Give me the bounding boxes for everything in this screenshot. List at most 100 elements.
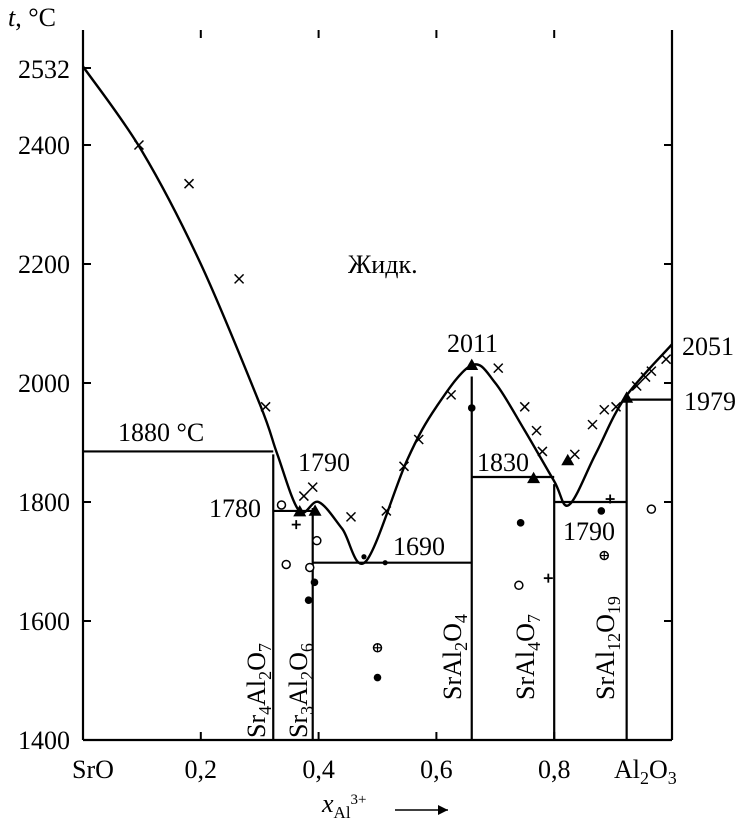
- y-tick-label: 2400: [18, 131, 70, 160]
- marker-cross-b: [298, 491, 309, 502]
- marker-cross-b: [183, 178, 195, 189]
- plot-frame: [81, 30, 674, 742]
- text-labels: 1400 1600 1800 2000 2200 2400 2532 t, °C SrO 0,2 0…: [8, 3, 736, 822]
- marker-dot: [467, 404, 476, 412]
- marker-circle: [276, 500, 287, 510]
- marker-cross: [587, 419, 598, 430]
- marker-cross: [133, 139, 144, 151]
- marker-small-dot: [382, 560, 388, 566]
- temperature-label: 1780: [209, 494, 261, 523]
- marker-cross: [446, 389, 457, 400]
- marker-cross-b: [446, 389, 457, 400]
- marker-triangle: [465, 358, 479, 371]
- marker-cross: [531, 425, 542, 436]
- marker-cross-b: [611, 401, 622, 412]
- x-tick-label-sro: SrO: [72, 755, 114, 784]
- temperature-label: 1790: [298, 448, 350, 477]
- compound-label: Sr3Al2O6: [284, 643, 317, 738]
- marker-cross: [413, 434, 424, 445]
- data-markers: [133, 139, 672, 682]
- marker-cross: [183, 178, 195, 189]
- marker-cross: [519, 401, 530, 412]
- marker-circle: [281, 559, 291, 570]
- marker-cross: [307, 482, 318, 493]
- marker-cross-b: [413, 434, 424, 445]
- marker-triangle: [293, 505, 307, 517]
- marker-cross-b: [646, 366, 657, 377]
- marker-cross-b: [661, 354, 672, 365]
- marker-dot: [373, 673, 382, 682]
- marker-triangle: [527, 471, 541, 484]
- marker-cross: [298, 491, 309, 502]
- marker-dot: [310, 578, 319, 587]
- marker-cross: [345, 511, 357, 522]
- y-tick-label-2532: 2532: [18, 55, 70, 84]
- marker-cross-b: [381, 505, 392, 516]
- liquidus-curve-group: [82, 65, 673, 565]
- marker-circle: [312, 535, 322, 546]
- temperature-label: 1830: [477, 448, 529, 477]
- marker-cross-b: [631, 380, 642, 392]
- temperature-label: 1880 °C: [118, 418, 204, 447]
- marker-cross: [569, 449, 580, 460]
- compound-label: Sr4Al2O7: [242, 643, 275, 738]
- marker-triangle: [308, 504, 322, 516]
- temperature-label: 2051: [682, 332, 734, 361]
- marker-cross-b: [599, 404, 610, 415]
- marker-dot: [304, 596, 313, 604]
- marker-cross: [381, 505, 392, 516]
- temperature-label: 2011: [447, 329, 498, 358]
- marker-cross-b: [493, 363, 504, 374]
- temperature-label: 1790: [563, 517, 615, 546]
- x-tick-label: 0,4: [302, 755, 335, 784]
- compound-label: SrAl4O7: [511, 614, 544, 700]
- marker-cross-b: [537, 446, 548, 457]
- marker-plus: [291, 520, 301, 530]
- x-tick-label: 0,6: [420, 755, 453, 784]
- marker-cross: [260, 401, 271, 412]
- marker-cross: [611, 401, 622, 412]
- marker-circle: [646, 504, 657, 514]
- marker-circle-plus: [372, 643, 383, 653]
- x-tick-label: 0,8: [538, 755, 571, 784]
- y-tick-label: 2200: [18, 250, 70, 279]
- marker-cross-b: [345, 511, 357, 522]
- x-axis-arrow-head: [438, 805, 448, 815]
- marker-cross-b: [587, 419, 598, 430]
- marker-cross: [234, 273, 245, 284]
- axis-ticks: [83, 30, 672, 741]
- marker-cross-b: [260, 401, 271, 412]
- region-label-liquid: Жидк.: [348, 250, 418, 279]
- marker-circle-plus: [599, 550, 610, 561]
- marker-triangle: [620, 391, 634, 403]
- temperature-label: 1690: [393, 532, 445, 561]
- liquidus-curve: [82, 65, 673, 565]
- y-tick-label: 1600: [18, 607, 70, 636]
- x-axis-title: xAl3+: [321, 789, 367, 822]
- compound-label: SrAl12O19: [591, 596, 624, 700]
- phase-lines: [83, 376, 672, 740]
- marker-cross-b: [519, 401, 530, 412]
- marker-cross-b: [569, 449, 580, 460]
- marker-cross: [646, 366, 657, 377]
- marker-cross-b: [398, 461, 410, 472]
- marker-cross: [493, 363, 504, 374]
- y-axis-title: t, °C: [8, 3, 56, 32]
- marker-cross: [599, 404, 610, 415]
- marker-triangle: [561, 453, 575, 466]
- marker-cross-b: [133, 139, 144, 151]
- marker-plus: [605, 494, 615, 504]
- marker-small-dot: [361, 554, 367, 560]
- marker-cross: [661, 354, 672, 365]
- y-tick-label: 1800: [18, 488, 70, 517]
- marker-circle: [305, 562, 315, 573]
- compound-label: SrAl2O4: [438, 614, 471, 700]
- marker-dot: [597, 507, 606, 515]
- marker-cross: [537, 446, 548, 457]
- y-tick-label: 2000: [18, 369, 70, 398]
- marker-plus: [543, 573, 553, 583]
- marker-cross: [631, 380, 642, 392]
- marker-cross-b: [307, 482, 318, 493]
- temperature-label: 1979: [684, 387, 736, 416]
